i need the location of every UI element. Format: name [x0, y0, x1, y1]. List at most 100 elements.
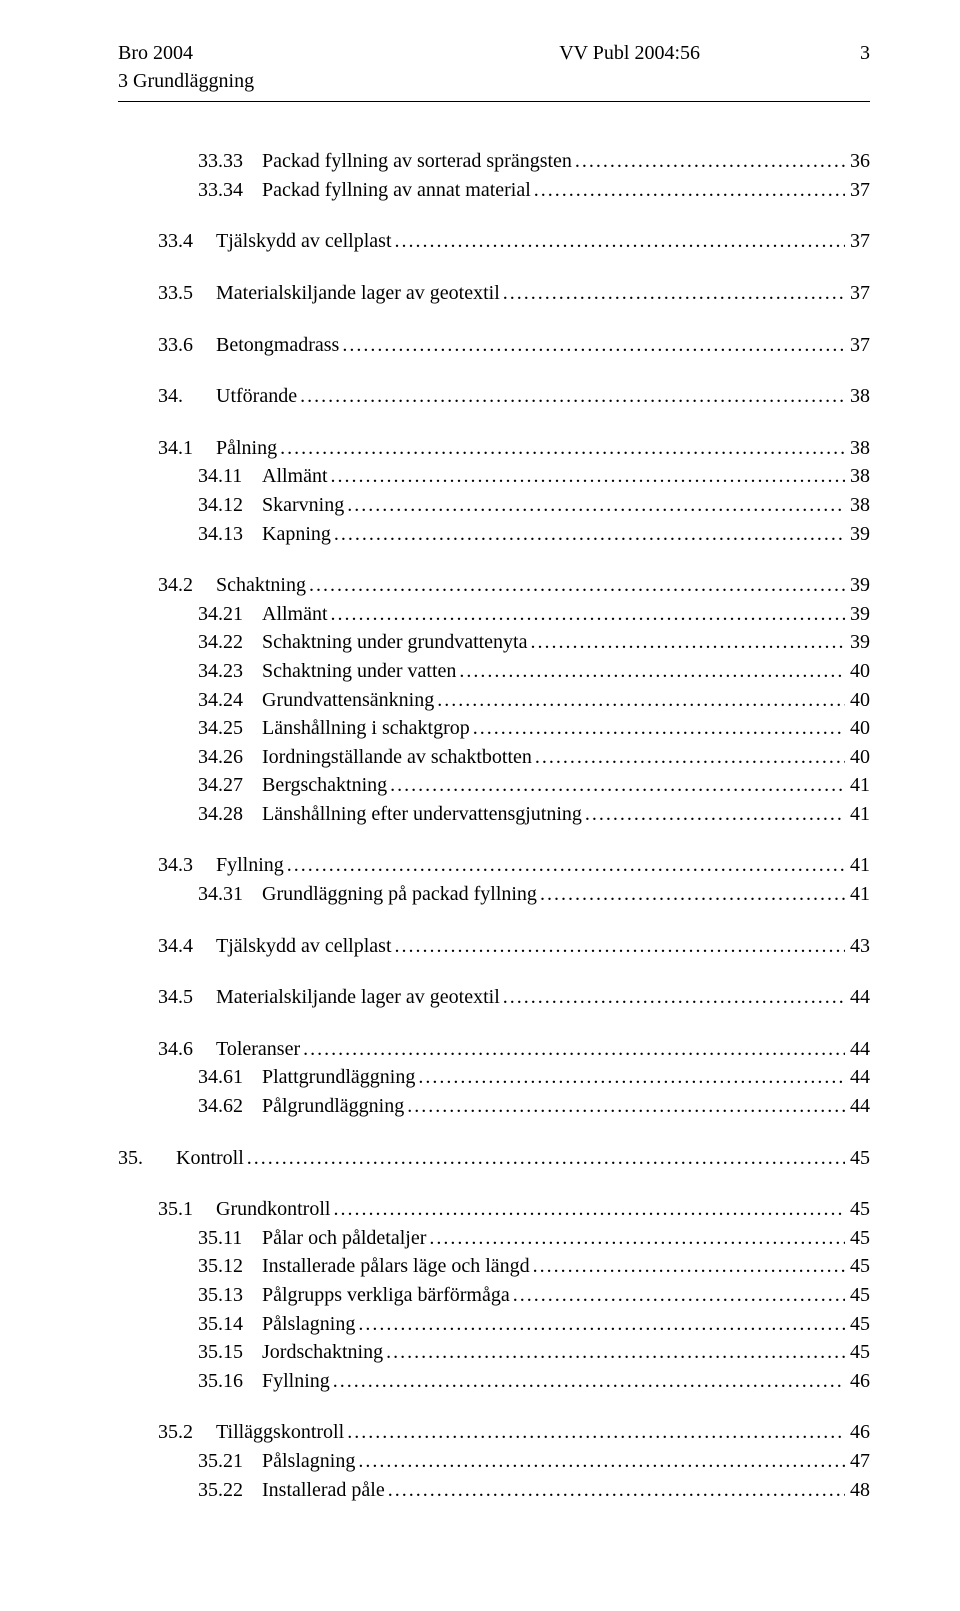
toc-leader: [347, 1419, 845, 1447]
toc-label: Grundläggning på packad fyllning: [262, 881, 537, 909]
toc-number: 34.28: [198, 801, 262, 829]
toc-leader: [280, 435, 845, 463]
toc-row: 34.11Allmänt38: [118, 463, 870, 491]
toc-row: 33.33Packad fyllning av sorterad sprängs…: [118, 148, 870, 176]
toc-leader: [473, 715, 845, 743]
toc-number: 33.5: [158, 280, 216, 308]
toc-page: 40: [848, 687, 870, 715]
toc-page: 37: [848, 332, 870, 360]
toc-label: Pålgrundläggning: [262, 1093, 404, 1121]
toc-number: 33.6: [158, 332, 216, 360]
toc-leader: [534, 177, 845, 205]
toc-page: 38: [848, 383, 870, 411]
toc-label: Betongmadrass: [216, 332, 339, 360]
toc-row: 35.13Pålgrupps verkliga bärförmåga45: [118, 1282, 870, 1310]
toc-page: 41: [848, 772, 870, 800]
toc-group: 35.1Grundkontroll4535.11Pålar och påldet…: [118, 1196, 870, 1395]
toc-number: 35.11: [198, 1225, 262, 1253]
toc-label: Pålslagning: [262, 1311, 355, 1339]
table-of-contents: 33.33Packad fyllning av sorterad sprängs…: [118, 148, 870, 1504]
toc-number: 34.11: [198, 463, 262, 491]
toc-row: 34.1Pålning 38: [118, 435, 870, 463]
toc-row: 35.12Installerade pålars läge och längd4…: [118, 1253, 870, 1281]
toc-number: 34.24: [198, 687, 262, 715]
toc-number: 33.4: [158, 228, 216, 256]
toc-row: 35.Kontroll45: [118, 1145, 870, 1173]
toc-number: 33.34: [198, 177, 262, 205]
toc-number: 34.1: [158, 435, 216, 463]
toc-page: 44: [848, 1093, 870, 1121]
toc-label: Skarvning: [262, 492, 344, 520]
toc-number: 33.33: [198, 148, 262, 176]
toc-page: 38: [848, 492, 870, 520]
toc-page: 41: [848, 801, 870, 829]
toc-leader: [303, 1036, 845, 1064]
toc-leader: [358, 1448, 845, 1476]
header-rule: [118, 101, 870, 102]
toc-number: 34.22: [198, 629, 262, 657]
toc-group: 34.Utförande38: [118, 383, 870, 411]
toc-page: 38: [848, 463, 870, 491]
toc-row: 34.24Grundvattensänkning40: [118, 687, 870, 715]
toc-number: 34.61: [198, 1064, 262, 1092]
toc-number: 35.21: [198, 1448, 262, 1476]
toc-row: 33.34Packad fyllning av annat material37: [118, 177, 870, 205]
toc-page: 48: [848, 1477, 870, 1505]
toc-row: 34.26Iordningställande av schaktbotten40: [118, 744, 870, 772]
toc-leader: [388, 1477, 845, 1505]
toc-page: 38: [848, 435, 870, 463]
toc-number: 34.23: [198, 658, 262, 686]
toc-leader: [395, 933, 845, 961]
toc-page: 40: [848, 715, 870, 743]
toc-number: 34.26: [198, 744, 262, 772]
toc-number: 35.22: [198, 1477, 262, 1505]
toc-label: Grundkontroll: [216, 1196, 330, 1224]
toc-label: Schaktning under vatten: [262, 658, 456, 686]
toc-page: 46: [848, 1419, 870, 1447]
toc-group: 33.5Materialskiljande lager av geotextil…: [118, 280, 870, 308]
toc-page: 40: [848, 658, 870, 686]
toc-leader: [540, 881, 845, 909]
toc-row: 34.Utförande38: [118, 383, 870, 411]
toc-page: 45: [848, 1225, 870, 1253]
toc-number: 34.25: [198, 715, 262, 743]
toc-row: 34.4Tjälskydd av cellplast43: [118, 933, 870, 961]
toc-leader: [309, 572, 845, 600]
toc-group: 33.6Betongmadrass 37: [118, 332, 870, 360]
toc-leader: [331, 463, 845, 491]
toc-leader: [342, 332, 845, 360]
toc-label: Länshållning efter undervattensgjutning: [262, 801, 582, 829]
toc-label: Materialskiljande lager av geotextil: [216, 984, 500, 1012]
toc-row: 33.6Betongmadrass 37: [118, 332, 870, 360]
toc-row: 34.25Länshållning i schaktgrop40: [118, 715, 870, 743]
toc-row: 34.61Plattgrundläggning44: [118, 1064, 870, 1092]
toc-group: 35.Kontroll45: [118, 1145, 870, 1173]
toc-row: 34.31Grundläggning på packad fyllning41: [118, 881, 870, 909]
toc-page: 46: [848, 1368, 870, 1396]
toc-group: 34.4Tjälskydd av cellplast43: [118, 933, 870, 961]
toc-label: Fyllning: [216, 852, 284, 880]
toc-row: 35.15Jordschaktning45: [118, 1339, 870, 1367]
toc-page: 39: [848, 521, 870, 549]
toc-page: 41: [848, 881, 870, 909]
toc-leader: [331, 601, 845, 629]
toc-group: 34.6Toleranser4434.61Plattgrundläggning4…: [118, 1036, 870, 1121]
toc-leader: [333, 1196, 845, 1224]
toc-label: Iordningställande av schaktbotten: [262, 744, 532, 772]
toc-row: 34.5Materialskiljande lager av geotextil…: [118, 984, 870, 1012]
toc-group: 33.4Tjälskydd av cellplast37: [118, 228, 870, 256]
toc-page: 39: [848, 572, 870, 600]
toc-label: Installerade pålars läge och längd: [262, 1253, 530, 1281]
toc-page: 39: [848, 629, 870, 657]
toc-label: Pålning: [216, 435, 277, 463]
toc-row: 34.27Bergschaktning41: [118, 772, 870, 800]
toc-leader: [535, 744, 845, 772]
toc-number: 34.12: [198, 492, 262, 520]
toc-number: 35.1: [158, 1196, 216, 1224]
toc-label: Pålslagning: [262, 1448, 355, 1476]
toc-leader: [247, 1145, 845, 1173]
toc-label: Packad fyllning av sorterad sprängsten: [262, 148, 572, 176]
toc-leader: [287, 852, 845, 880]
toc-leader: [459, 658, 845, 686]
toc-page: 45: [848, 1282, 870, 1310]
